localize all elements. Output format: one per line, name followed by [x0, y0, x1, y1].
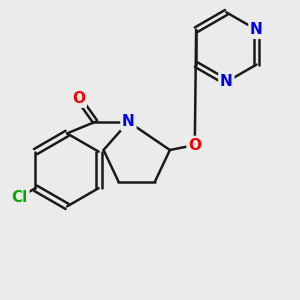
Text: Cl: Cl — [11, 190, 28, 205]
Text: N: N — [220, 74, 233, 89]
Text: N: N — [250, 22, 263, 37]
Text: O: O — [188, 137, 201, 152]
Text: O: O — [72, 91, 85, 106]
Text: N: N — [122, 114, 135, 129]
